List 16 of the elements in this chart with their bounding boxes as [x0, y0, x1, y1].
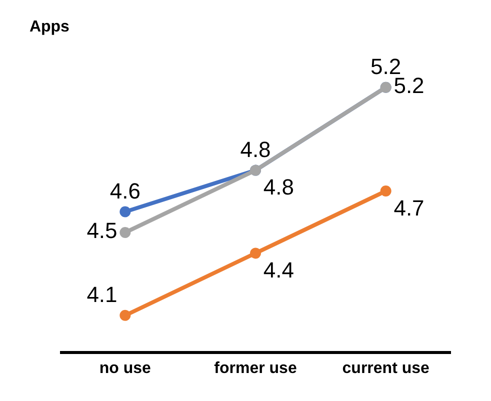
- point: [250, 248, 261, 259]
- data-label: 4.6: [110, 178, 140, 204]
- data-label: 4.5: [86, 218, 118, 243]
- point: [380, 186, 392, 197]
- x-tick-label: current use: [342, 360, 430, 378]
- point: [120, 206, 131, 218]
- x-tick-label: former use: [214, 360, 297, 378]
- data-label: 4.8: [263, 174, 294, 200]
- data-label: 4.8: [240, 136, 271, 162]
- point: [120, 226, 131, 238]
- data-label: 4.7: [394, 195, 424, 220]
- x-tick-label: no use: [99, 360, 152, 378]
- data-label: 4.4: [263, 258, 294, 283]
- data-label: 4.1: [86, 282, 118, 308]
- chart-title: Apps: [29, 18, 70, 36]
- point: [120, 310, 131, 321]
